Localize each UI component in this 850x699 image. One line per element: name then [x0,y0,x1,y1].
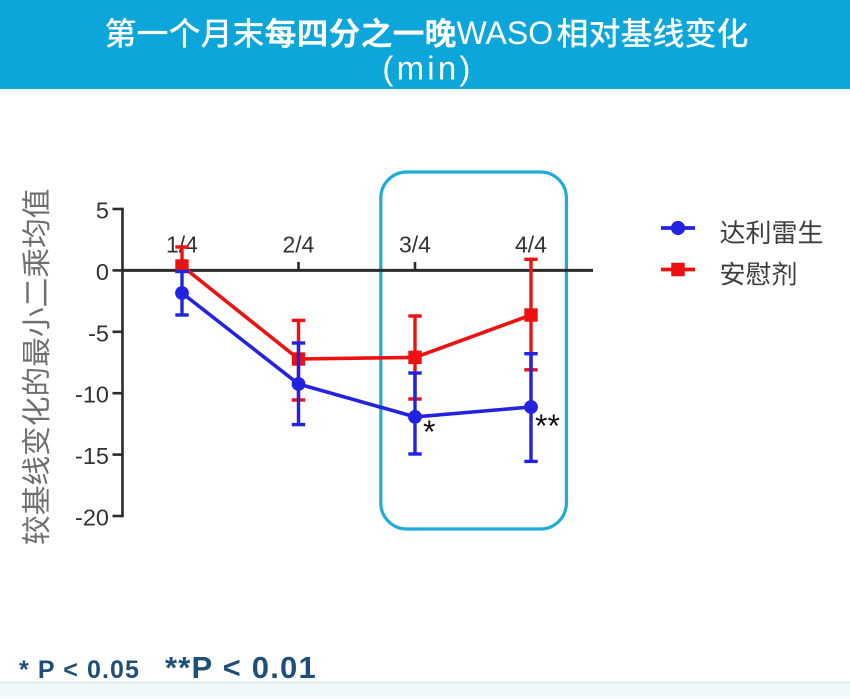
svg-text:-10: -10 [75,382,109,408]
svg-text:0: 0 [96,259,109,285]
svg-text:WASO: WASO [457,15,554,51]
svg-text:**P < 0.01: **P < 0.01 [165,650,317,685]
svg-text:5: 5 [96,198,109,224]
svg-text:-5: -5 [88,320,109,346]
svg-text:3/4: 3/4 [399,232,431,258]
svg-text:-20: -20 [75,505,109,531]
svg-text:4/4: 4/4 [515,232,547,258]
svg-text:* P < 0.05: * P < 0.05 [19,656,140,684]
svg-text:2/4: 2/4 [283,232,315,258]
svg-text:-15: -15 [75,443,109,469]
svg-text:*: * [423,414,435,450]
svg-text:**: ** [535,408,560,444]
svg-text:(min): (min) [382,50,473,87]
